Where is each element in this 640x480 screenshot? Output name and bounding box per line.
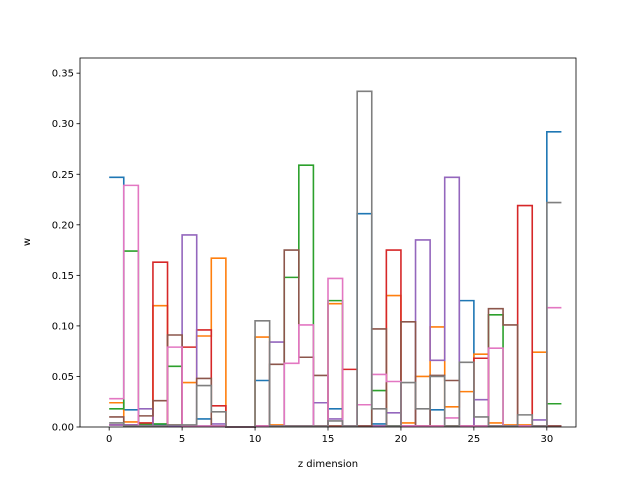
series-layer — [109, 90, 562, 428]
series-8-line — [109, 90, 562, 428]
y-tick-label: 0.35 — [52, 69, 74, 80]
x-axis-label: z dimension — [298, 459, 358, 470]
x-tick-label: 20 — [395, 434, 408, 445]
x-tick-label: 10 — [249, 434, 262, 445]
y-axis-label: w — [22, 238, 33, 246]
y-tick-label: 0.15 — [52, 271, 74, 282]
y-tick-label: 0.20 — [52, 220, 74, 231]
y-tick-label: 0.00 — [52, 423, 74, 434]
x-tick-label: 25 — [468, 434, 481, 445]
x-tick-label: 30 — [540, 434, 553, 445]
x-tick-label: 0 — [106, 434, 112, 445]
series-7-line — [109, 184, 562, 428]
y-tick-label: 0.10 — [52, 321, 74, 332]
y-tick-label: 0.30 — [52, 119, 74, 130]
x-tick-label: 5 — [179, 434, 185, 445]
y-tick-label: 0.05 — [52, 372, 74, 383]
x-tick-label: 15 — [322, 434, 335, 445]
y-tick-label: 0.25 — [52, 170, 74, 181]
y-ticks: 0.00 0.05 0.10 0.15 0.20 0.25 0.30 0.35 — [52, 69, 80, 434]
x-ticks: 0 5 10 15 20 25 30 — [106, 427, 553, 445]
series-5-line — [109, 176, 562, 428]
